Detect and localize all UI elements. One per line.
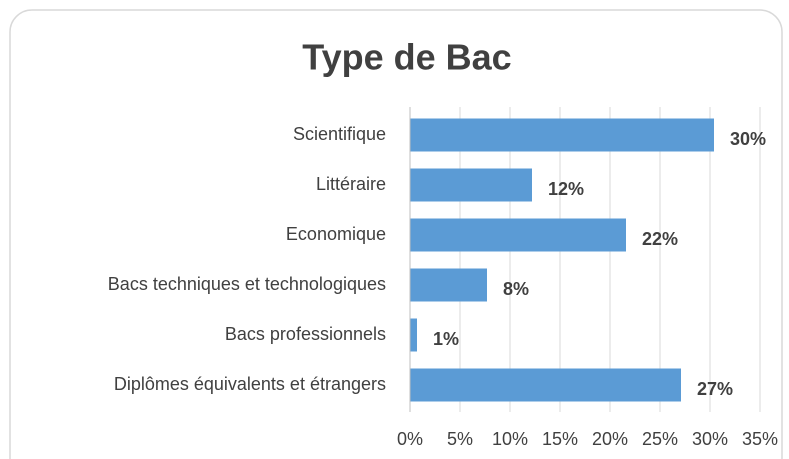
data-label: 22% <box>642 229 678 249</box>
y-tick-label: Diplômes équivalents et étrangers <box>114 374 386 394</box>
y-tick-label: Scientifique <box>293 124 386 144</box>
data-label: 27% <box>697 379 733 399</box>
x-tick-label: 15% <box>542 429 578 449</box>
y-tick-label: Bacs professionnels <box>225 324 386 344</box>
bar <box>410 368 681 402</box>
x-tick-label: 25% <box>642 429 678 449</box>
chart-title: Type de Bac <box>302 37 511 78</box>
y-tick-label: Economique <box>286 224 386 244</box>
bar <box>410 268 487 302</box>
x-tick-label: 30% <box>692 429 728 449</box>
data-label: 1% <box>433 329 459 349</box>
data-label: 30% <box>730 129 766 149</box>
x-tick-label: 35% <box>742 429 778 449</box>
bar <box>410 218 626 252</box>
x-tick-label: 5% <box>447 429 473 449</box>
x-tick-label: 10% <box>492 429 528 449</box>
y-tick-label: Littéraire <box>316 174 386 194</box>
bar <box>410 318 417 352</box>
bar <box>410 168 532 202</box>
x-tick-label: 0% <box>397 429 423 449</box>
y-tick-label: Bacs techniques et technologiques <box>108 274 386 294</box>
data-label: 12% <box>548 179 584 199</box>
bar <box>410 118 714 152</box>
x-tick-label: 20% <box>592 429 628 449</box>
data-label: 8% <box>503 279 529 299</box>
